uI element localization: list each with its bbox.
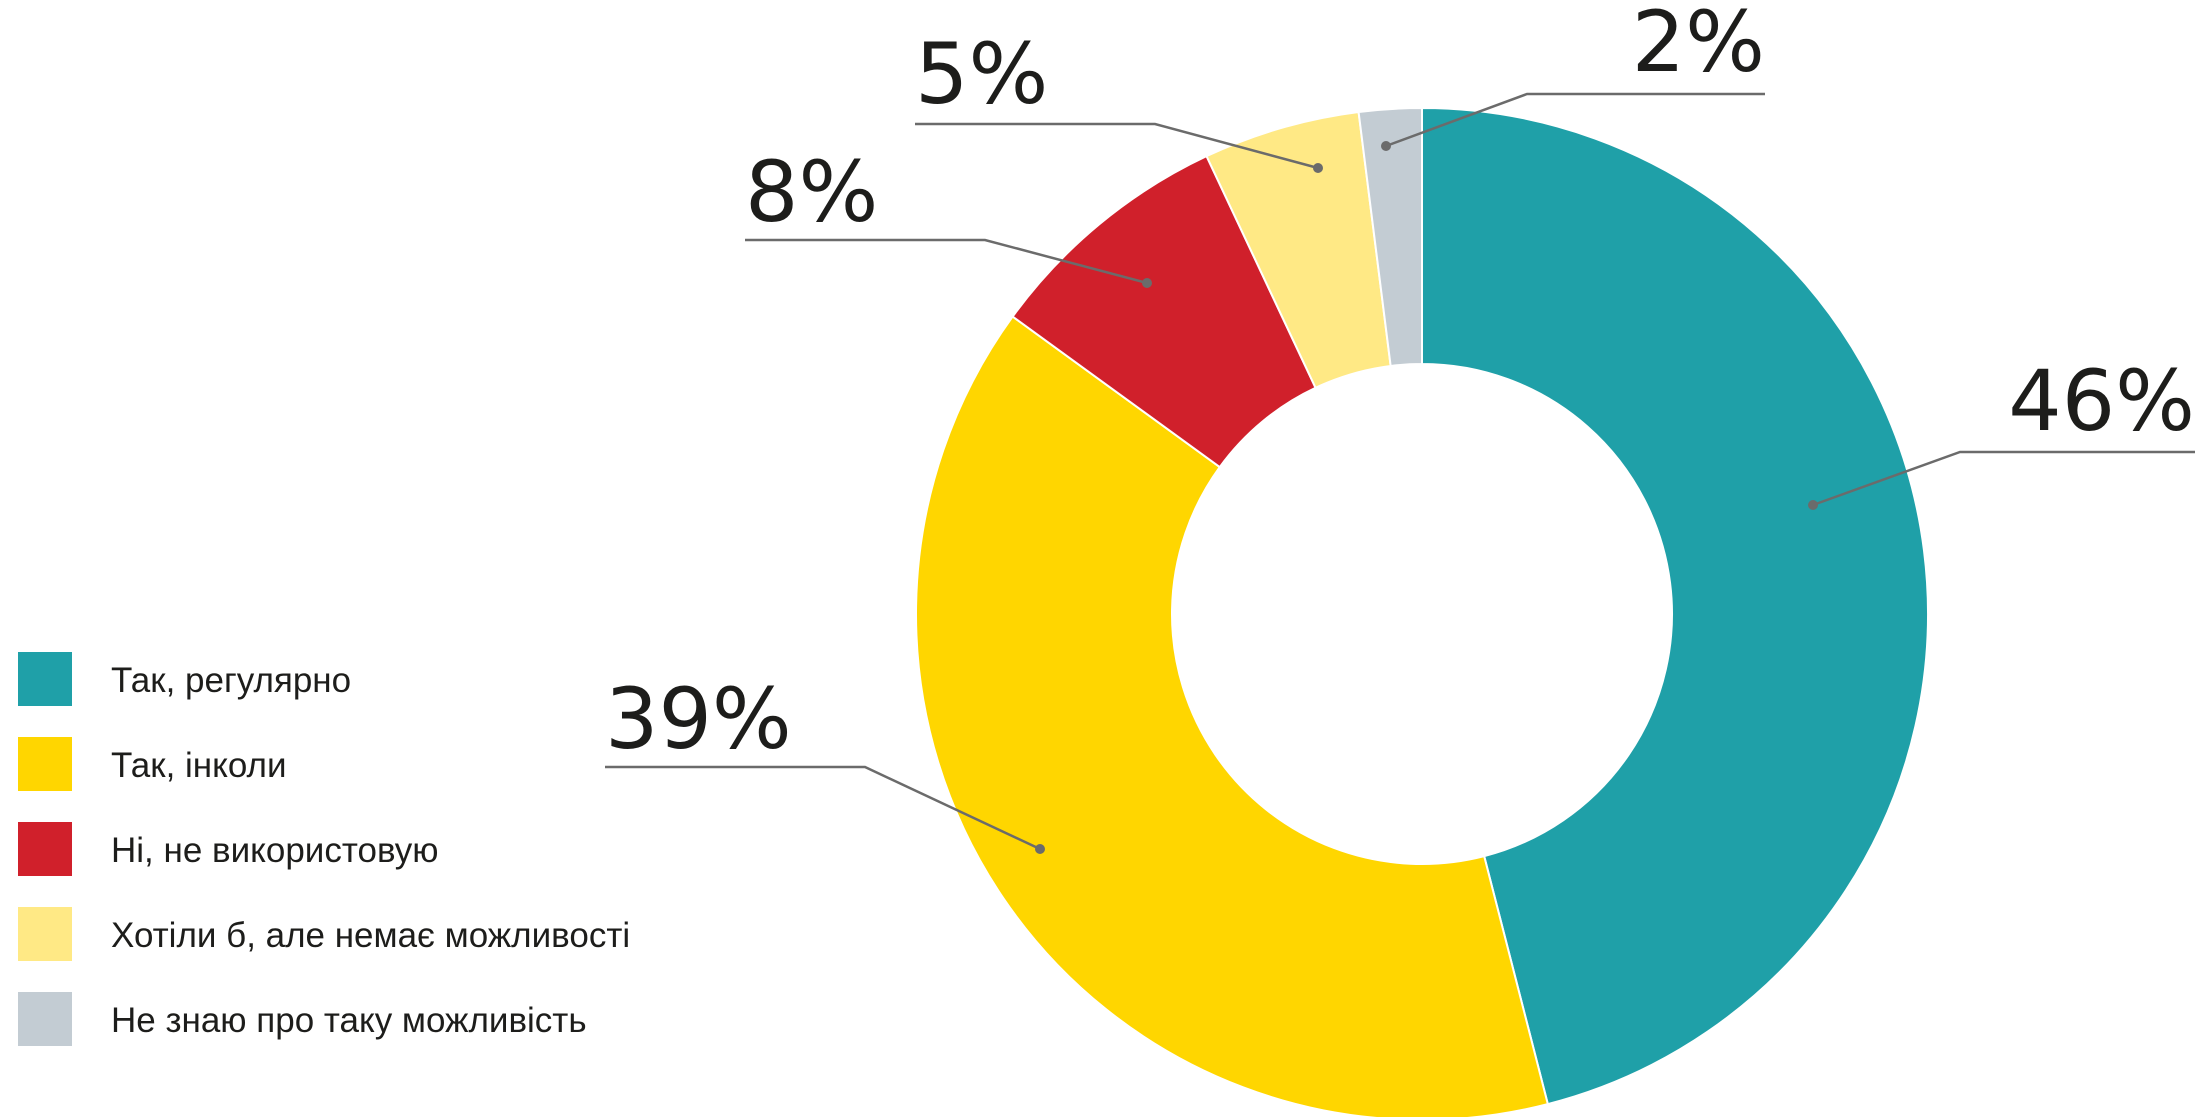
- legend-swatch: [18, 822, 72, 876]
- data-label: 8%: [745, 143, 878, 241]
- legend-label: Так, регулярно: [111, 661, 352, 700]
- legend-swatch: [18, 907, 72, 961]
- legend-label: Ні, не використовую: [111, 831, 439, 870]
- legend-label: Хотіли б, але немає можливості: [111, 916, 631, 955]
- legend-label: Так, інколи: [111, 746, 287, 785]
- donut-slice: [1421, 106, 1929, 1106]
- leader-line: [605, 765, 1041, 851]
- leader-dot: [1313, 163, 1323, 173]
- data-label: 39%: [605, 670, 792, 768]
- legend-label: Не знаю про таку можливість: [111, 1001, 587, 1040]
- donut-slice: [1357, 106, 1423, 368]
- donut-slice: [915, 315, 1550, 1117]
- leader-dot: [1808, 500, 1818, 510]
- data-label: 5%: [915, 25, 1048, 123]
- leader-dot: [1381, 141, 1391, 151]
- legend-swatch: [18, 992, 72, 1046]
- legend-swatch: [18, 652, 72, 706]
- leader-line: [745, 238, 1148, 285]
- data-label: 2%: [1632, 0, 1765, 91]
- leader-line: [1812, 450, 2195, 507]
- legend-swatch: [18, 737, 72, 791]
- leader-line: [915, 122, 1319, 170]
- leader-line: [1385, 92, 1765, 148]
- data-label: 46%: [2008, 352, 2195, 450]
- leader-dot: [1142, 278, 1152, 288]
- leader-dot: [1035, 844, 1045, 854]
